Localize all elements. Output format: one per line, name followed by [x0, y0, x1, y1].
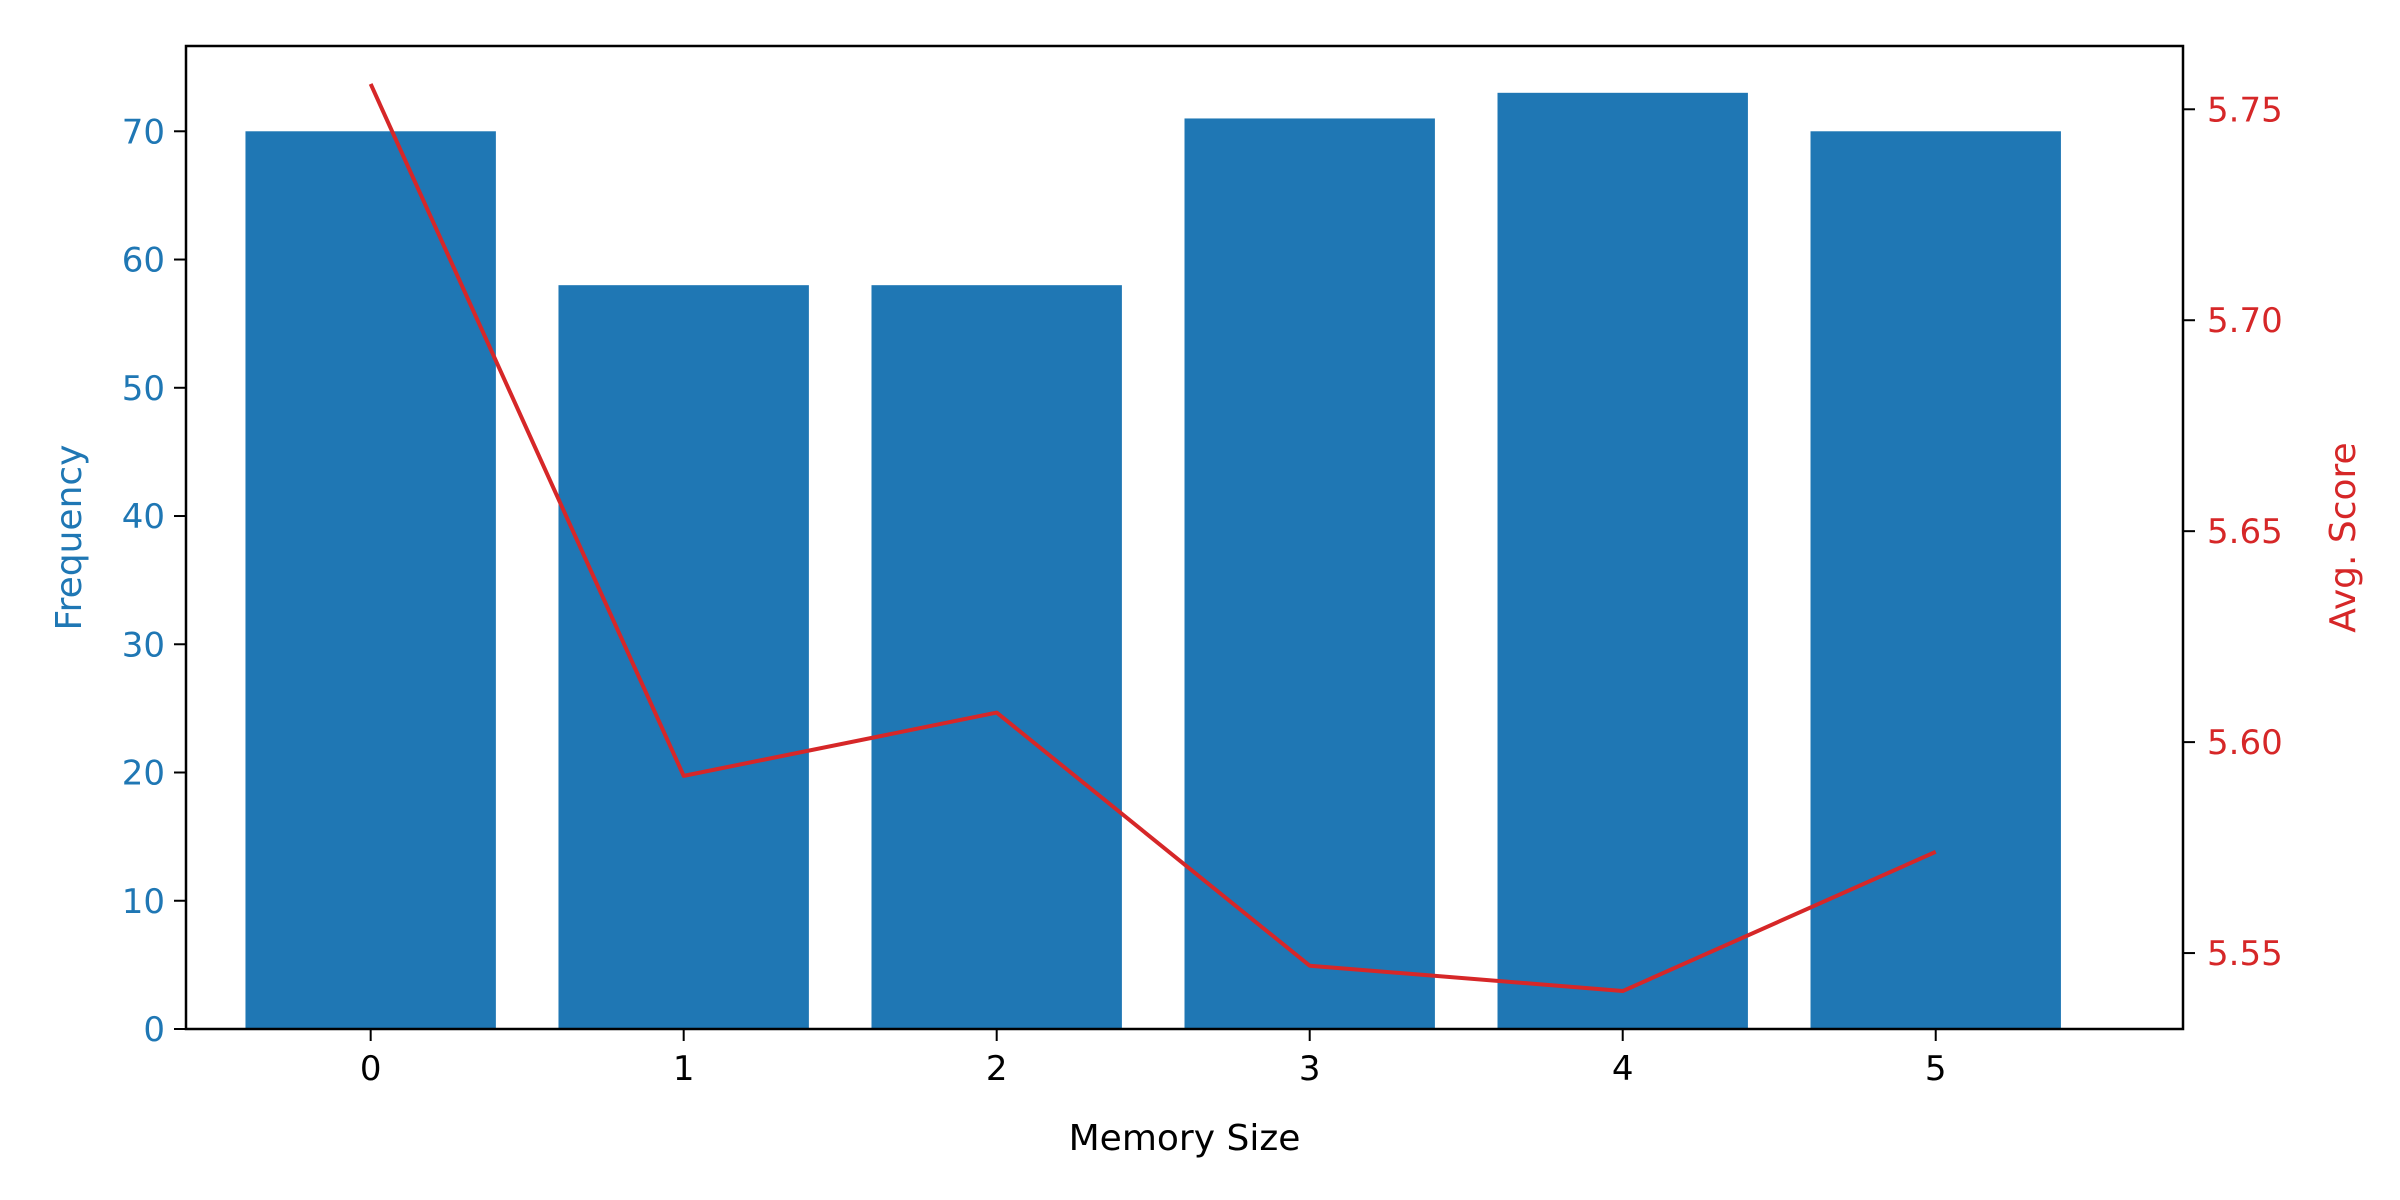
x-tick-label: 1: [673, 1049, 695, 1089]
x-axis-title: Memory Size: [1069, 1118, 1301, 1159]
right-tick-label: 5.60: [2207, 723, 2283, 763]
x-tick-label: 5: [1925, 1049, 1947, 1089]
x-tick-label: 0: [360, 1049, 382, 1089]
avg-score-line: [368, 83, 1937, 994]
right-tick-label: 5.70: [2207, 301, 2283, 341]
plot-frame: [184, 44, 2185, 1031]
line-layer: [368, 83, 1937, 994]
left-tick-label: 50: [122, 369, 165, 409]
right-axis-title: Avg. Score: [2323, 442, 2364, 632]
bar-1: [558, 285, 809, 1029]
bar-5: [1810, 131, 2061, 1030]
left-tick-label: 30: [122, 625, 165, 665]
left-tick-label: 0: [143, 1010, 165, 1050]
bar-2: [871, 285, 1122, 1029]
x-tick-label: 4: [1612, 1049, 1634, 1089]
x-tick-label: 2: [986, 1049, 1008, 1089]
left-tick-label: 10: [122, 882, 165, 922]
left-axis-title: Frequency: [49, 445, 90, 631]
left-tick-label: 40: [122, 497, 165, 537]
right-tick-label: 5.65: [2207, 512, 2283, 552]
right-tick-label: 5.75: [2207, 90, 2283, 130]
bar-4: [1497, 92, 1748, 1030]
right-axis-ticks: 5.55 5.60 5.65 5.70 5.75: [2183, 90, 2283, 974]
x-tick-label: 3: [1299, 1049, 1321, 1089]
left-tick-label: 70: [122, 112, 165, 152]
left-tick-label: 20: [122, 754, 165, 794]
bars-layer: [245, 92, 2061, 1030]
bar-0: [245, 131, 496, 1030]
left-tick-label: 60: [122, 241, 165, 281]
left-axis-ticks: 0 10 20 30 40 50 60 70: [122, 112, 186, 1050]
right-tick-label: 5.55: [2207, 934, 2283, 974]
x-axis-ticks: 0 1 2 3 4 5: [360, 1029, 1947, 1089]
bar-3: [1184, 118, 1435, 1030]
